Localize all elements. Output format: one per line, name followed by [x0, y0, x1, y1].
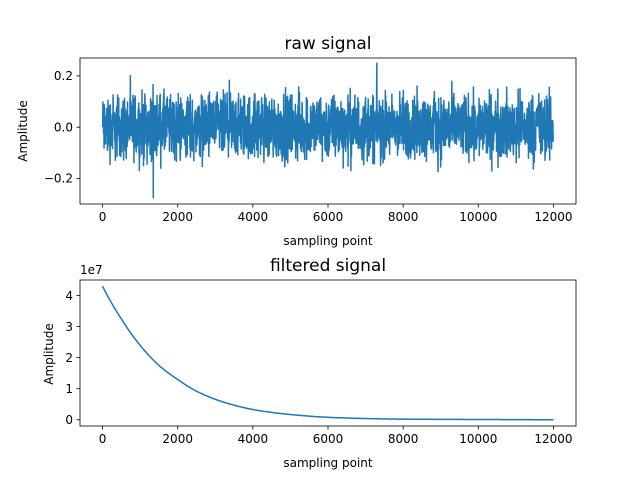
raw-signal-x-tick-label: 8000: [388, 210, 419, 224]
raw-signal-x-tick-label: 2000: [162, 210, 193, 224]
raw-signal-series-group: [101, 62, 555, 199]
filtered-signal-x-tick-label: 12000: [534, 432, 572, 446]
filtered-signal-y-label: Amplitude: [42, 323, 56, 385]
filtered-signal-x-tick-label: 2000: [162, 432, 193, 446]
filtered-signal-x-tick-label: 8000: [388, 432, 419, 446]
filtered-signal-y-tick-label: 1: [65, 382, 73, 396]
raw-signal-y-tick-label: −0.2: [44, 172, 73, 186]
filtered-signal-axes: filtered signal 1e7 0 2000 4000 6000 8000 100…: [42, 256, 577, 470]
filtered-signal-title: filtered signal: [270, 256, 386, 276]
raw-signal-x-tick-label: 12000: [534, 210, 572, 224]
filtered-signal-x-tick-label: 10000: [459, 432, 497, 446]
raw-signal-y-ticks: −0.2 0.0 0.2: [44, 69, 80, 186]
raw-signal-x-tick-label: 4000: [238, 210, 269, 224]
filtered-signal-series-line: [101, 285, 554, 421]
raw-signal-series-line: [101, 62, 555, 199]
filtered-signal-y-tick-label: 3: [65, 320, 73, 334]
filtered-signal-y-tick-label: 2: [65, 351, 73, 365]
filtered-signal-x-tick-label: 4000: [238, 432, 269, 446]
raw-signal-x-tick-label: 6000: [313, 210, 344, 224]
raw-signal-x-tick-label: 0: [99, 210, 107, 224]
filtered-signal-series-group: [101, 285, 554, 421]
raw-signal-y-tick-label: 0.2: [54, 69, 73, 83]
raw-signal-axes: raw signal 0 2000 4000 6000 8000 10000 12000 −…: [16, 34, 577, 248]
raw-signal-x-tick-label: 10000: [459, 210, 497, 224]
raw-signal-y-tick-label: 0.0: [54, 120, 73, 134]
filtered-signal-offset-text: 1e7: [80, 263, 103, 277]
filtered-signal-x-tick-label: 0: [99, 432, 107, 446]
filtered-signal-x-ticks: 0 2000 4000 6000 8000 10000 12000: [99, 426, 573, 446]
raw-signal-title: raw signal: [284, 34, 371, 54]
filtered-signal-x-tick-label: 6000: [313, 432, 344, 446]
raw-signal-x-label: sampling point: [283, 234, 373, 248]
filtered-signal-y-tick-label: 4: [65, 289, 73, 303]
filtered-signal-y-tick-label: 0: [65, 413, 73, 427]
filtered-signal-x-label: sampling point: [283, 456, 373, 470]
filtered-signal-y-ticks: 0 1 2 3 4: [65, 289, 80, 427]
raw-signal-y-label: Amplitude: [16, 100, 30, 162]
raw-signal-x-ticks: 0 2000 4000 6000 8000 10000 12000: [99, 204, 573, 224]
